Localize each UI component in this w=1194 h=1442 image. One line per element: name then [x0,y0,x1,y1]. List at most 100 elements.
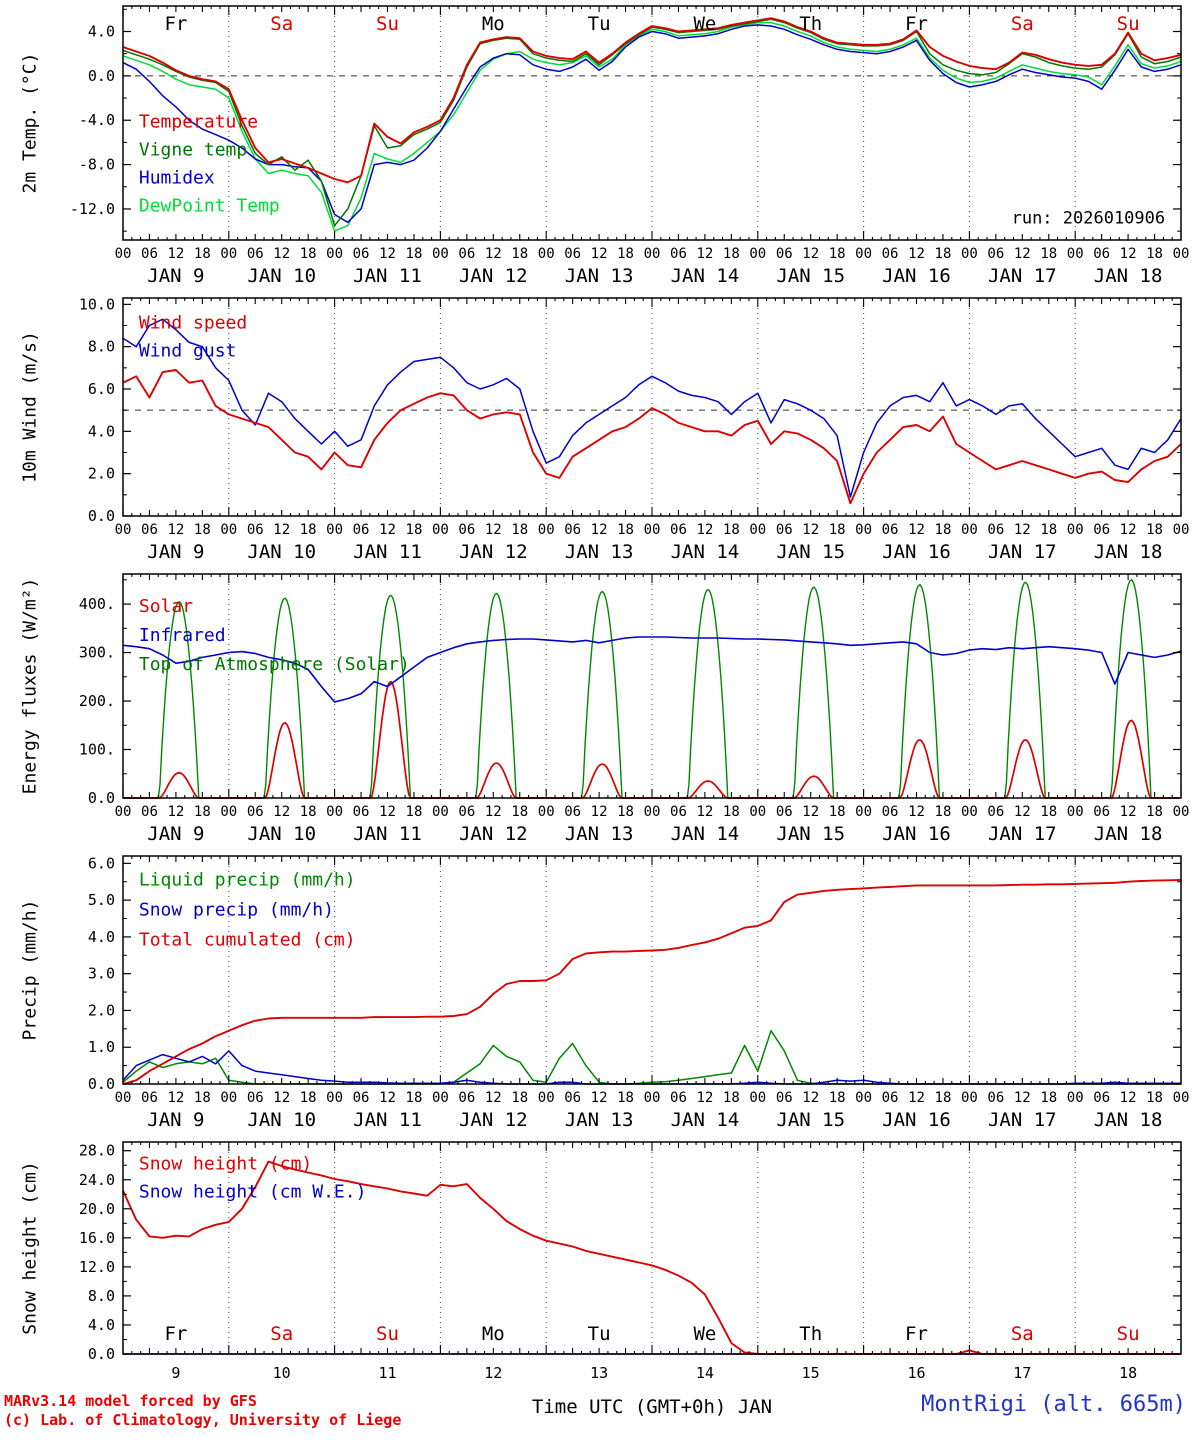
legend-item: Solar [139,596,193,617]
day-label: JAN 9 [147,265,204,287]
weekday-label: Fr [905,13,928,35]
series-top-of-atmosphere-solar [123,578,1180,799]
day-label: JAN 13 [565,1109,634,1131]
hour-tick-label: 00 [1067,804,1084,820]
hour-tick-label: 06 [882,1090,899,1106]
energy-flux-chart: 0.0 100. 200. 300. 400. 00 06 12 18 00 06 12 18 00 06 1… [79,573,1189,845]
hour-tick-label: 06 [882,246,899,262]
day-label: 10 [273,1364,291,1382]
legend-item: Total cumulated (cm) [139,930,356,951]
hour-tick-label: 00 [855,246,872,262]
hour-tick-label: 00 [538,246,555,262]
hour-tick-label: 18 [194,246,211,262]
day-label: JAN 16 [882,541,951,563]
hour-tick-label: 00 [644,1090,661,1106]
weekday-label: Sa [1011,1323,1034,1345]
temperature-chart: -12.0 -8.0 -4.0 0.0 4.0 00 06 12 18 00 06 12 18 00 06 1… [70,5,1189,287]
hour-tick-label: 06 [564,522,581,538]
legend-item: Top of Atmosphere (Solar) [139,654,410,675]
day-label: JAN 17 [988,265,1057,287]
hour-tick-label: 00 [432,246,449,262]
hour-tick-label: 00 [432,522,449,538]
series-solar [123,680,1180,799]
day-label: 9 [171,1364,180,1382]
hour-tick-label: 12 [273,246,290,262]
hour-tick-label: 00 [1067,522,1084,538]
y-tick-label: 0.0 [88,1345,115,1363]
day-label: JAN 10 [247,265,316,287]
day-label: JAN 15 [776,265,845,287]
hour-tick-label: 18 [935,1090,952,1106]
y-axis-label-precip: Precip (mm/h) [19,899,41,1041]
series-wind-gust [122,318,1182,498]
hour-tick-label: 06 [776,246,793,262]
hour-tick-label: 12 [1120,522,1137,538]
y-axis-label-snow: Snow height (cm) [19,1161,41,1335]
day-label: JAN 17 [988,1109,1057,1131]
hour-tick-label: 06 [141,1090,158,1106]
day-label: 13 [590,1364,608,1382]
hour-tick-label: 18 [300,1090,317,1106]
hour-tick-label: 12 [1014,804,1031,820]
y-tick-label: 24.0 [79,1171,115,1189]
hour-tick-label: 12 [273,1090,290,1106]
hour-tick-label: 06 [141,246,158,262]
day-label: JAN 18 [1094,823,1163,845]
y-tick-label: -8.0 [79,156,115,174]
hour-tick-label: 00 [1173,1090,1190,1106]
hour-tick-label: 00 [538,804,555,820]
hour-tick-label: 06 [1093,522,1110,538]
y-axis-label-temperature: 2m Temp. (°C) [19,52,41,194]
hour-tick-label: 06 [987,804,1004,820]
hour-tick-label: 12 [908,246,925,262]
hour-tick-label: 06 [776,804,793,820]
hour-tick-label: 12 [485,246,502,262]
panel-wind: 10m Wind (m/s) 0.0 2.0 4.0 6.0 8.0 10.0 00 06 12… [0,294,1194,570]
panel-snow-height: Snow height (cm) 0.0 4.0 8.0 12.0 16.0 20.0 24… [0,1138,1194,1390]
hour-tick-label: 06 [247,522,264,538]
day-label: JAN 15 [776,541,845,563]
panel-energy-fluxes: Energy fluxes (W/m²) 0.0 100. 200. 300. 400.… [0,570,1194,852]
hour-tick-label: 18 [406,522,423,538]
hour-tick-label: 18 [406,804,423,820]
hour-tick-label: 12 [379,1090,396,1106]
hour-tick-label: 12 [485,804,502,820]
hour-tick-label: 12 [379,246,396,262]
hour-tick-label: 06 [247,246,264,262]
day-label: JAN 11 [353,1109,422,1131]
y-axis-label-energy: Energy fluxes (W/m²) [19,577,41,795]
hour-tick-label: 06 [353,522,370,538]
hour-tick-label: 00 [220,1090,237,1106]
hour-tick-label: 00 [1173,522,1190,538]
legend-item: Wind speed [139,313,247,334]
hour-tick-label: 00 [220,804,237,820]
hour-tick-label: 18 [617,804,634,820]
series-dewpoint-temp [122,21,1182,232]
hour-tick-label: 00 [115,246,132,262]
hour-tick-label: 18 [829,1090,846,1106]
weekday-label: Fr [164,13,187,35]
y-tick-label: 2.0 [88,1001,115,1019]
hour-tick-label: 12 [908,804,925,820]
y-tick-label: 0.0 [88,507,115,525]
y-tick-label: 2.0 [88,465,115,483]
hour-tick-label: 18 [194,1090,211,1106]
hour-tick-label: 18 [1040,246,1057,262]
hour-tick-label: 18 [511,522,528,538]
hour-tick-label: 00 [326,1090,343,1106]
legend-item: Snow height (cm) [139,1154,312,1175]
legend-item: Snow height (cm W.E.) [139,1182,367,1203]
hour-tick-label: 06 [670,1090,687,1106]
hour-tick-label: 18 [406,246,423,262]
day-label: JAN 14 [671,1109,740,1131]
hour-tick-label: 18 [1040,1090,1057,1106]
y-axis-label-wind: 10m Wind (m/s) [19,331,41,483]
hour-tick-label: 18 [1146,246,1163,262]
hour-tick-label: 00 [961,804,978,820]
credit-line-1: MARv3.14 model forced by GFS [4,1392,257,1410]
y-tick-label: 300. [79,644,115,662]
hour-tick-label: 06 [458,246,475,262]
legend-item: Wind gust [139,341,237,362]
hour-tick-label: 18 [300,246,317,262]
hour-tick-label: 18 [829,804,846,820]
